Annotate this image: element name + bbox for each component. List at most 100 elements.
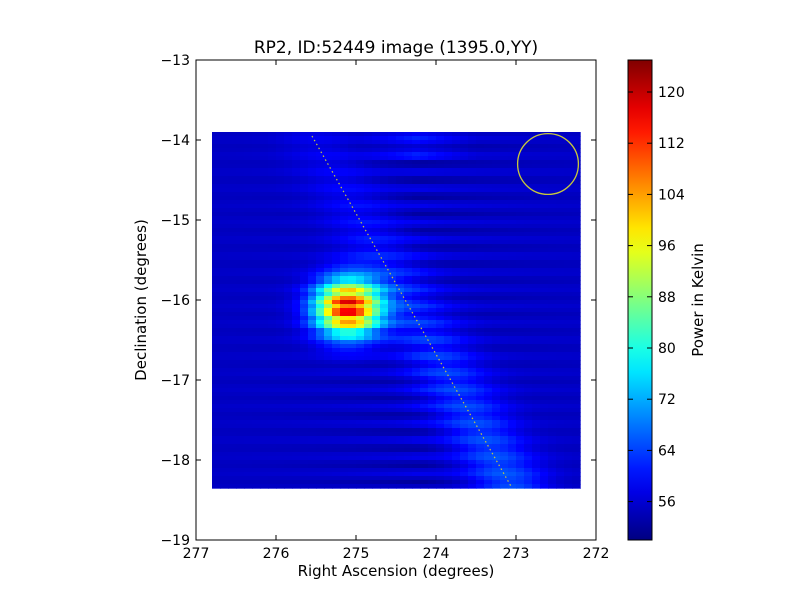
heatmap-cell [524, 396, 533, 401]
heatmap-cell [380, 260, 389, 265]
heatmap-cell [308, 260, 317, 265]
heatmap-cell [220, 360, 229, 365]
heatmap-cell [348, 344, 357, 349]
heatmap-cell [220, 332, 229, 337]
heatmap-cell [412, 356, 421, 361]
heatmap-cell [324, 380, 333, 385]
heatmap-cell [404, 320, 413, 325]
heatmap-cell [244, 300, 253, 305]
heatmap-cell [284, 440, 293, 445]
heatmap-cell [564, 420, 573, 425]
heatmap-cell [212, 212, 221, 217]
heatmap-cell [540, 452, 549, 457]
heatmap-cell [332, 216, 341, 221]
heatmap-cell [476, 260, 485, 265]
heatmap-cell [492, 364, 501, 369]
heatmap-cell [508, 384, 517, 389]
heatmap-cell [228, 472, 237, 477]
heatmap-cell [412, 444, 421, 449]
heatmap-cell [228, 220, 237, 225]
heatmap-cell [436, 472, 445, 477]
heatmap-cell [364, 200, 373, 205]
heatmap-cell [412, 272, 421, 277]
heatmap-cell [236, 320, 245, 325]
heatmap-cell [292, 344, 301, 349]
heatmap-cell [412, 144, 421, 149]
heatmap-cell [540, 360, 549, 365]
heatmap-cell [212, 436, 221, 441]
heatmap-cell [572, 452, 581, 457]
heatmap-cell [380, 308, 389, 313]
heatmap-cell [252, 404, 261, 409]
heatmap-cell [388, 308, 397, 313]
heatmap-cell [540, 324, 549, 329]
heatmap-cell [364, 308, 373, 313]
heatmap-cell [532, 400, 541, 405]
heatmap-cell [532, 336, 541, 341]
heatmap-cell [508, 480, 517, 485]
heatmap-cell [460, 328, 469, 333]
heatmap-cell [404, 340, 413, 345]
heatmap-cell [476, 376, 485, 381]
heatmap-cell [236, 200, 245, 205]
heatmap-cell [516, 236, 525, 241]
heatmap-cell [260, 216, 269, 221]
heatmap-cell [316, 192, 325, 197]
heatmap-cell [340, 280, 349, 285]
heatmap-cell [276, 340, 285, 345]
heatmap-cell [516, 232, 525, 237]
heatmap-cell [284, 296, 293, 301]
heatmap-cell [220, 388, 229, 393]
heatmap-cell [292, 336, 301, 341]
heatmap-cell [436, 428, 445, 433]
heatmap-cell [308, 272, 317, 277]
heatmap-cell [476, 288, 485, 293]
heatmap-cell [444, 384, 453, 389]
heatmap-cell [460, 236, 469, 241]
heatmap-cell [524, 176, 533, 181]
heatmap-cell [524, 232, 533, 237]
heatmap-cell [340, 300, 349, 305]
heatmap-cell [316, 200, 325, 205]
heatmap-cell [452, 324, 461, 329]
heatmap-cell [476, 256, 485, 261]
heatmap-cell [316, 424, 325, 429]
heatmap-cell [236, 348, 245, 353]
heatmap-cell [292, 260, 301, 265]
heatmap-cell [324, 284, 333, 289]
heatmap-cell [420, 144, 429, 149]
heatmap-cell [508, 488, 517, 489]
heatmap-cell [468, 348, 477, 353]
heatmap-cell [564, 360, 573, 365]
heatmap-cell [388, 244, 397, 249]
heatmap-cell [532, 224, 541, 229]
heatmap-cell [396, 148, 405, 153]
heatmap-cell [404, 216, 413, 221]
heatmap-cell [372, 364, 381, 369]
heatmap-cell [508, 432, 517, 437]
heatmap-cell [572, 164, 581, 169]
heatmap-cell [524, 484, 533, 489]
heatmap-cell [236, 400, 245, 405]
heatmap-cell [372, 376, 381, 381]
heatmap-cell [308, 232, 317, 237]
heatmap-cell [412, 236, 421, 241]
heatmap-cell [556, 416, 565, 421]
heatmap-cell [268, 220, 277, 225]
heatmap-cell [396, 352, 405, 357]
heatmap-cell [420, 256, 429, 261]
heatmap-cell [340, 216, 349, 221]
heatmap-cell [404, 228, 413, 233]
heatmap-cell [236, 168, 245, 173]
heatmap-cell [332, 288, 341, 293]
heatmap-cell [580, 256, 581, 261]
heatmap-cell [428, 132, 437, 137]
heatmap-cell [564, 392, 573, 397]
heatmap-cell [428, 188, 437, 193]
heatmap-cell [508, 468, 517, 473]
heatmap-cell [260, 252, 269, 257]
heatmap-cell [220, 352, 229, 357]
heatmap-cell [580, 404, 581, 409]
heatmap-cell [436, 432, 445, 437]
heatmap-cell [476, 188, 485, 193]
